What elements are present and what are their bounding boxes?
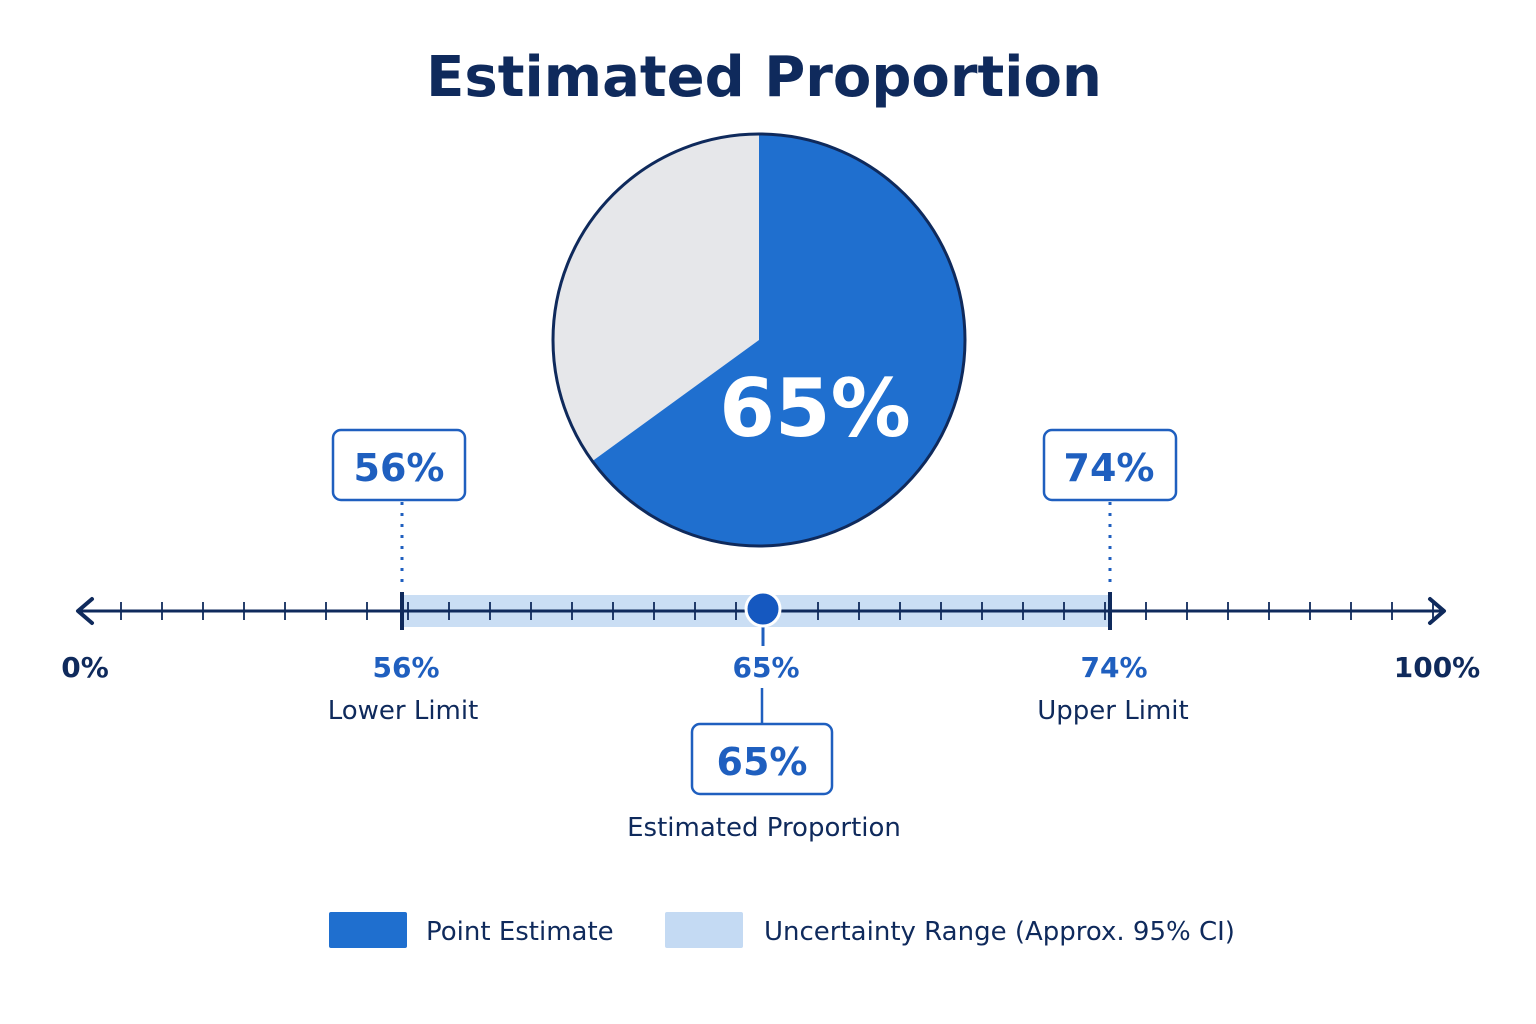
upper-limit-axis-label: 74%	[1080, 651, 1147, 684]
estimate-caption: Estimated Proportion	[627, 813, 901, 843]
lower-limit-axis-label: 56%	[372, 651, 439, 684]
pie-outline	[551, 132, 967, 548]
upper-limit-callout-box	[1042, 428, 1178, 502]
estimate-callout-box	[690, 722, 834, 796]
axis-ticks	[120, 602, 1434, 620]
estimate-point	[744, 590, 782, 628]
legend-swatch-point-estimate	[329, 912, 407, 948]
chart-title: Estimated Proportion	[426, 45, 1102, 110]
arrow-left-icon	[76, 597, 94, 625]
axis-max-label: 100%	[1394, 651, 1481, 684]
pie-slice-remainder	[553, 134, 759, 462]
legend-label-uncertainty-range: Uncertainty Range (Approx. 95% CI)	[764, 917, 1235, 947]
pie-slice-estimate	[592, 134, 965, 547]
upper-limit-caption: Upper Limit	[1037, 696, 1188, 726]
arrow-right-icon	[1428, 597, 1446, 625]
estimate-axis-label: 65%	[732, 651, 799, 684]
pie-chart: 65%	[551, 132, 967, 548]
axis-min-label: 0%	[61, 651, 109, 684]
upper-limit-callout: 74%	[1064, 446, 1155, 490]
lower-limit-caption: Lower Limit	[328, 696, 479, 726]
lower-limit-callout-box	[331, 428, 467, 502]
estimate-callout: 65%	[717, 740, 808, 784]
pie-value-label: 65%	[719, 362, 910, 455]
legend-swatch-uncertainty-range	[665, 912, 743, 948]
legend-label-point-estimate: Point Estimate	[426, 917, 614, 947]
legend: Point Estimate Uncertainty Range (Approx…	[329, 912, 1235, 948]
lower-limit-callout: 56%	[354, 446, 445, 490]
